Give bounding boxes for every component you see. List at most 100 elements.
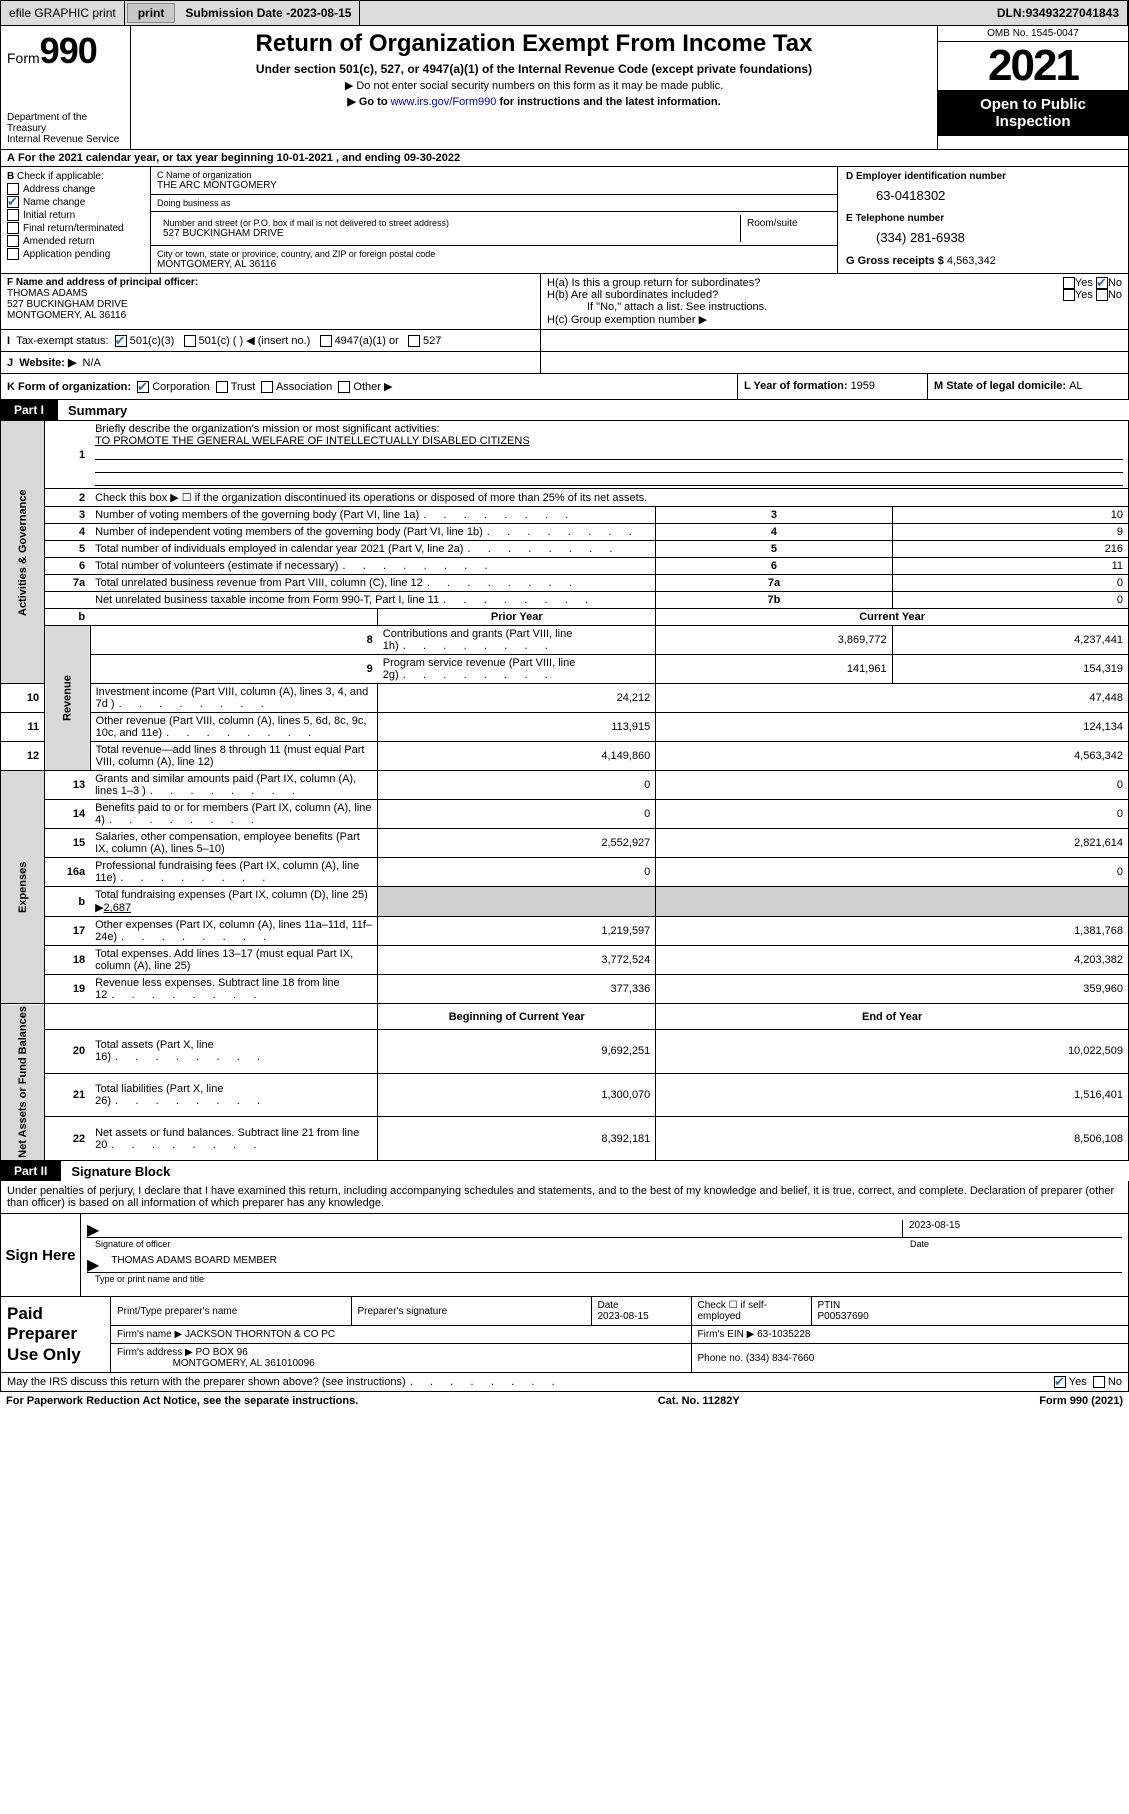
- G-label: G Gross receipts $: [846, 255, 947, 267]
- A-text-b: , and ending: [336, 152, 404, 164]
- date-label: Date: [902, 1238, 1122, 1255]
- paid-preparer-block: Paid Preparer Use Only Print/Type prepar…: [0, 1297, 1129, 1373]
- col-F: F Name and address of principal officer:…: [1, 274, 541, 329]
- firm-name: Firm's name ▶ JACKSON THORNTON & CO PC: [111, 1326, 691, 1344]
- q1: Briefly describe the organization's miss…: [90, 421, 1128, 489]
- Hb-yes[interactable]: [1063, 289, 1075, 301]
- sig-label: Signature of officer: [87, 1238, 902, 1255]
- C-name-label: C Name of organization: [157, 170, 831, 180]
- grid-FH: F Name and address of principal officer:…: [1, 274, 1128, 330]
- E-label: E Telephone number: [846, 213, 1120, 224]
- K-opt-0[interactable]: [137, 381, 149, 393]
- discuss-yes[interactable]: [1054, 1376, 1066, 1388]
- exp-row-15: 15Salaries, other compensation, employee…: [1, 829, 1129, 858]
- partI-banner: Part I Summary: [0, 400, 1129, 420]
- Hb-no[interactable]: [1096, 289, 1108, 301]
- K-opt-3[interactable]: [338, 381, 350, 393]
- D-label: D Employer identification number: [846, 171, 1120, 182]
- submission-label: Submission Date -: [185, 6, 290, 20]
- efile-label: efile GRAPHIC print: [1, 1, 125, 25]
- sig-line-2: THOMAS ADAMS BOARD MEMBER: [87, 1255, 1122, 1273]
- header-right: OMB No. 1545-0047 2021 Open to Public In…: [938, 26, 1128, 149]
- I-label: Tax-exempt status:: [16, 335, 108, 347]
- hdr-end: End of Year: [656, 1004, 1129, 1030]
- C-street-row: Number and street (or P.O. box if mail i…: [151, 212, 837, 246]
- paid-h2: Preparer's signature: [351, 1297, 591, 1326]
- form-subtitle: Under section 501(c), 527, or 4947(a)(1)…: [137, 62, 931, 76]
- q1-text: TO PROMOTE THE GENERAL WELFARE OF INTELL…: [95, 435, 530, 447]
- discuss-text: May the IRS discuss this return with the…: [7, 1376, 1054, 1388]
- paid-h1: Print/Type preparer's name: [111, 1297, 351, 1326]
- sign-here-label: Sign Here: [1, 1214, 81, 1296]
- L-cell: L Year of formation: 1959: [738, 374, 928, 399]
- F-name: THOMAS ADAMS: [7, 288, 88, 299]
- rev-row-11: 11Other revenue (Part VIII, column (A), …: [1, 713, 1129, 742]
- sig-line-1: 2023-08-15: [87, 1220, 1122, 1238]
- paperwork-notice: For Paperwork Reduction Act Notice, see …: [6, 1395, 358, 1407]
- Ha-label: H(a) Is this a group return for subordin…: [547, 277, 760, 289]
- hdr-curr: Current Year: [656, 609, 1129, 626]
- row-A: A For the 2021 calendar year, or tax yea…: [1, 150, 1128, 167]
- gov-row-3: 3Number of voting members of the governi…: [1, 507, 1129, 524]
- B-item-4[interactable]: Amended return: [7, 235, 144, 247]
- form-number: Form990: [7, 30, 124, 72]
- name-label: Type or print name and title: [87, 1273, 1122, 1290]
- C-name: C Name of organization THE ARC MONTGOMER…: [151, 167, 837, 195]
- form-header: Form990 Department of the Treasury Inter…: [0, 26, 1129, 150]
- I-opt-3[interactable]: [408, 335, 420, 347]
- M-cell: M State of legal domicile: AL: [928, 374, 1128, 399]
- gov-row-7a: 7aTotal unrelated business revenue from …: [1, 575, 1129, 592]
- rev-row-10: 10Investment income (Part VIII, column (…: [1, 684, 1129, 713]
- C-city-value: MONTGOMERY, AL 36116: [157, 259, 831, 270]
- note-link: ▶ Go to www.irs.gov/Form990 for instruct…: [137, 95, 931, 108]
- C-city: City or town, state or province, country…: [151, 246, 837, 273]
- B-item-2[interactable]: Initial return: [7, 209, 144, 221]
- print-button[interactable]: print: [127, 3, 176, 23]
- G-value: 4,563,342: [947, 255, 996, 267]
- goto-prefix: ▶ Go to: [347, 96, 390, 108]
- K-opt-2[interactable]: [261, 381, 273, 393]
- paid-label: Paid Preparer Use Only: [1, 1297, 111, 1372]
- F-addr1: 527 BUCKINGHAM DRIVE: [7, 299, 128, 310]
- K-label: K Form of organization:: [7, 381, 131, 393]
- hdr-begin: Beginning of Current Year: [378, 1004, 656, 1030]
- col-H: H(a) Is this a group return for subordin…: [541, 274, 1128, 329]
- paid-h3: Date2023-08-15: [591, 1297, 691, 1326]
- identity-block: A For the 2021 calendar year, or tax yea…: [0, 150, 1129, 400]
- summary-table: Activities & Governance 1 Briefly descri…: [0, 420, 1129, 1161]
- C-name-value: THE ARC MONTGOMERY: [157, 180, 831, 191]
- F-label: F Name and address of principal officer:: [7, 277, 198, 288]
- I-opt-0[interactable]: [115, 335, 127, 347]
- I-opt-2[interactable]: [320, 335, 332, 347]
- B-item-3[interactable]: Final return/terminated: [7, 222, 144, 234]
- discuss-no[interactable]: [1093, 1376, 1105, 1388]
- B-item-1[interactable]: Name change: [7, 196, 144, 208]
- form-num: 990: [40, 30, 97, 71]
- K-opt-1[interactable]: [216, 381, 228, 393]
- footer-row: For Paperwork Reduction Act Notice, see …: [0, 1392, 1129, 1410]
- sign-fields: 2023-08-15 Signature of officerDate THOM…: [81, 1214, 1128, 1296]
- exp-row-14: 14Benefits paid to or for members (Part …: [1, 800, 1129, 829]
- col-C: C Name of organization THE ARC MONTGOMER…: [151, 167, 838, 273]
- B-item-5[interactable]: Application pending: [7, 248, 144, 260]
- rev-row-9: 9Program service revenue (Part VIII, lin…: [1, 655, 1129, 684]
- row-KLM: K Form of organization: Corporation Trus…: [1, 374, 1128, 399]
- L-value: 1959: [851, 380, 875, 392]
- A-end: 09-30-2022: [404, 152, 460, 164]
- irs-link[interactable]: www.irs.gov/Form990: [391, 96, 497, 108]
- Ha-no[interactable]: [1096, 277, 1108, 289]
- B-item-0[interactable]: Address change: [7, 183, 144, 195]
- gov-row-4: 4Number of independent voting members of…: [1, 524, 1129, 541]
- side-revenue: Revenue: [45, 626, 90, 771]
- C-dba: Doing business as: [151, 195, 837, 212]
- hdr-prior: Prior Year: [378, 609, 656, 626]
- paid-h4: Check ☐ if self-employed: [691, 1297, 811, 1326]
- sign-block: Sign Here 2023-08-15 Signature of office…: [0, 1214, 1129, 1297]
- discuss-row: May the IRS discuss this return with the…: [0, 1373, 1129, 1392]
- exp-row-16a: 16aProfessional fundraising fees (Part I…: [1, 858, 1129, 887]
- I-opt-1[interactable]: [184, 335, 196, 347]
- exp-row-16b: bTotal fundraising expenses (Part IX, co…: [1, 887, 1129, 917]
- E-value: (334) 281-6938: [846, 224, 1120, 255]
- tax-year: 2021: [938, 42, 1128, 90]
- Ha-yes[interactable]: [1063, 277, 1075, 289]
